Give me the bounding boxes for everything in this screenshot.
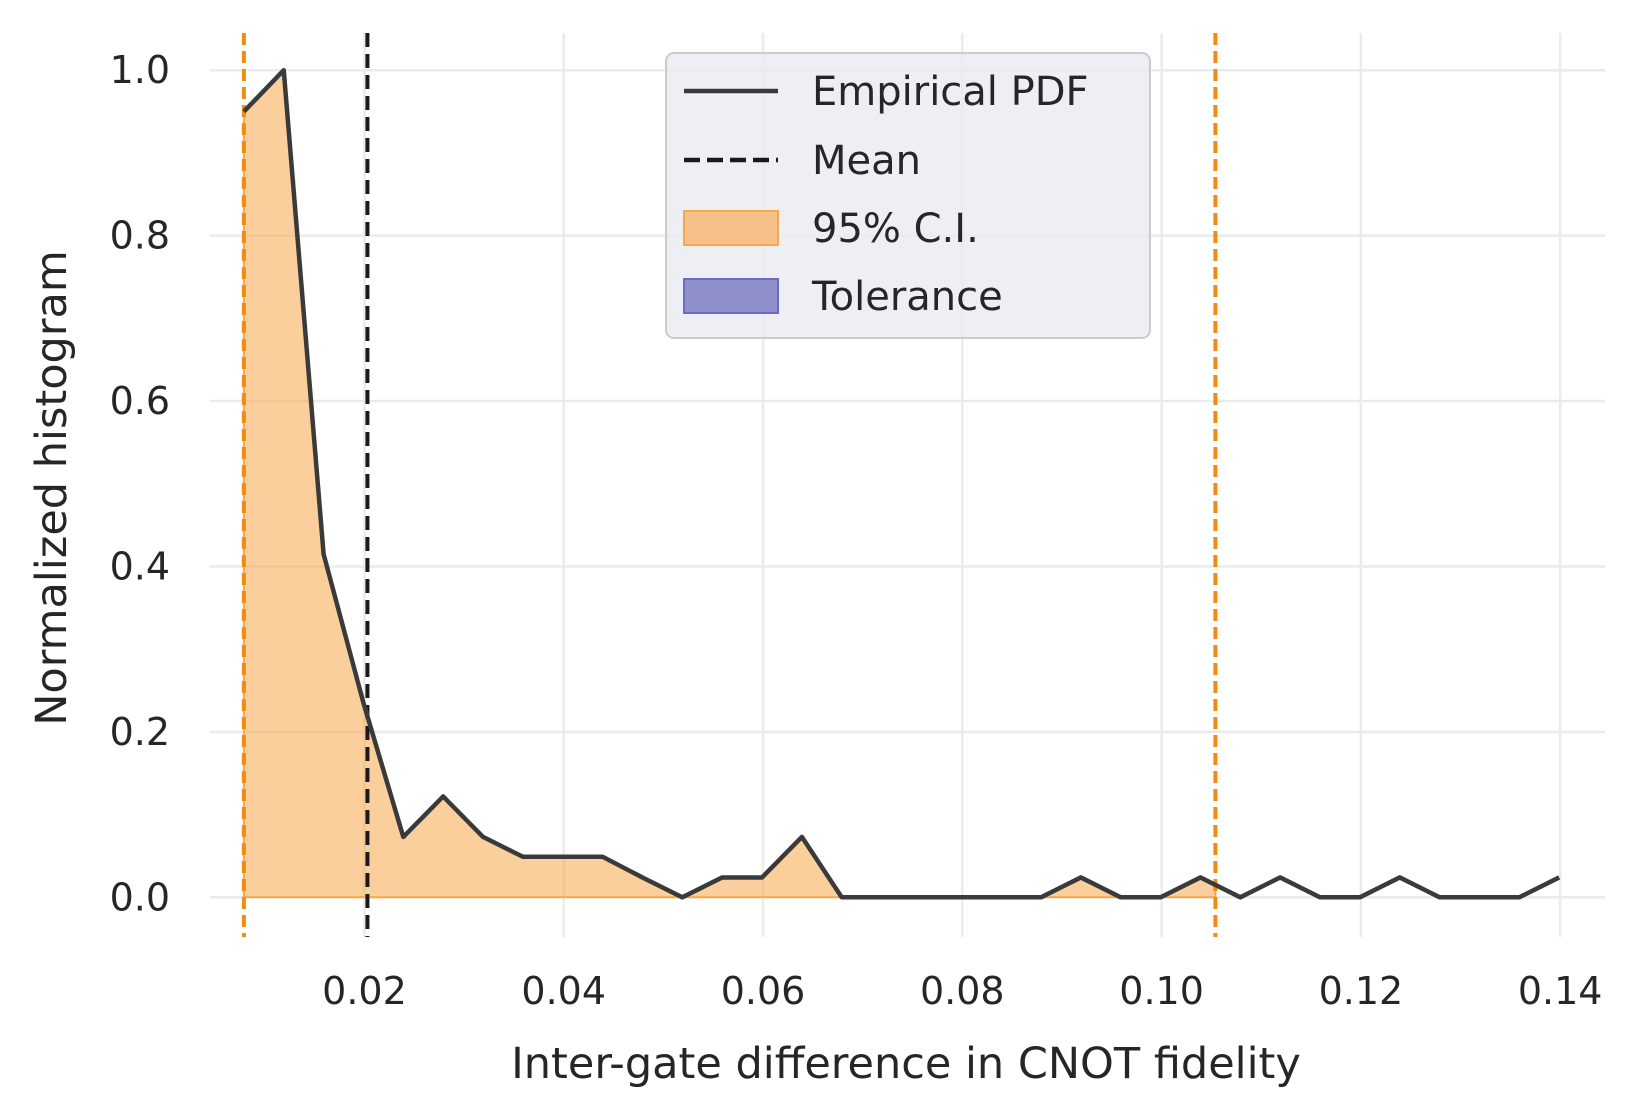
legend-tolerance-label: Tolerance bbox=[811, 274, 1003, 320]
legend-box bbox=[665, 52, 1151, 339]
y-axis-label: Normalized histogram bbox=[27, 250, 77, 726]
y-tick-label: 0.0 bbox=[110, 875, 170, 919]
x-tick-label: 0.08 bbox=[920, 969, 1005, 1013]
x-tick-label: 0.12 bbox=[1319, 969, 1404, 1013]
x-axis-label: Inter-gate difference in CNOT fidelity bbox=[511, 1039, 1301, 1089]
x-tick-label: 0.04 bbox=[521, 969, 606, 1013]
x-tick-label: 0.14 bbox=[1518, 969, 1603, 1013]
legend-pdf-label: Empirical PDF bbox=[812, 69, 1089, 115]
y-tick-label: 1.0 bbox=[110, 48, 170, 92]
legend-ci-swatch bbox=[683, 210, 779, 246]
empirical-pdf-series bbox=[242, 67, 1561, 900]
y-tick-label: 0.4 bbox=[110, 544, 170, 588]
y-tick-label: 0.8 bbox=[110, 214, 170, 258]
x-tick-label: 0.06 bbox=[721, 969, 806, 1013]
reference-lines bbox=[241, 33, 1218, 937]
x-tick-label: 0.02 bbox=[322, 969, 407, 1013]
legend: Empirical PDF Mean 95% C.I. Tolerance bbox=[665, 52, 1151, 339]
legend-mean-label: Mean bbox=[812, 138, 921, 184]
x-tick-label: 0.10 bbox=[1119, 969, 1204, 1013]
pdf-line bbox=[242, 67, 1561, 900]
tick-labels: 0.02 0.04 0.06 0.08 0.10 0.12 0.14 0.0 0.2 0.4 0.6… bbox=[110, 48, 1603, 1013]
y-tick-label: 0.6 bbox=[110, 379, 170, 423]
legend-tolerance-swatch bbox=[683, 278, 779, 314]
legend-ci-label: 95% C.I. bbox=[812, 206, 979, 252]
y-tick-label: 0.2 bbox=[110, 710, 170, 754]
